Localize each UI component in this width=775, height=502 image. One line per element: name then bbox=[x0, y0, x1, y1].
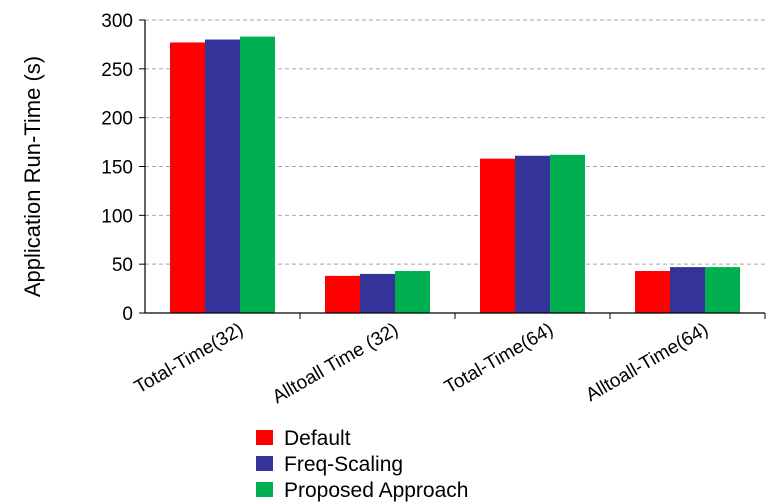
bar-proposed-approach-3 bbox=[705, 267, 740, 313]
y-tick-label-150: 150 bbox=[101, 158, 133, 179]
y-tick-label-100: 100 bbox=[101, 206, 133, 227]
bar-proposed-approach-2 bbox=[550, 154, 585, 313]
legend-label-1: Freq-Scaling bbox=[284, 453, 403, 476]
y-axis-title: Application Run-Time (s) bbox=[20, 56, 45, 297]
legend-label-0: Default bbox=[284, 427, 351, 450]
y-tick-label-300: 300 bbox=[101, 11, 133, 32]
legend-swatch-2 bbox=[256, 482, 273, 497]
bar-default-1 bbox=[325, 275, 360, 313]
x-tick-label-2: Total-Time(64) bbox=[441, 319, 557, 398]
bar-default-2 bbox=[480, 158, 515, 313]
legend-swatch-1 bbox=[256, 456, 273, 471]
bar-default-3 bbox=[635, 271, 670, 313]
legend: Default Freq-Scaling Proposed Approach bbox=[256, 427, 468, 502]
bar-freq-scaling-0 bbox=[205, 39, 240, 314]
x-tick-label-3: Alltoall-Time(64) bbox=[582, 319, 712, 406]
bar-freq-scaling-1 bbox=[360, 273, 395, 313]
x-tick-label-0: Total-Time(32) bbox=[131, 319, 247, 398]
bar-freq-scaling-2 bbox=[515, 155, 550, 313]
bars bbox=[170, 36, 740, 314]
legend-label-2: Proposed Approach bbox=[284, 479, 468, 502]
y-tick-label-50: 50 bbox=[112, 255, 133, 276]
y-tick-label-250: 250 bbox=[101, 60, 133, 81]
y-tick-label-0: 0 bbox=[122, 304, 133, 325]
y-tick-label-200: 200 bbox=[101, 109, 133, 130]
x-tick-label-1: Alltoall Time (32) bbox=[269, 319, 402, 408]
bar-proposed-approach-0 bbox=[240, 36, 275, 313]
bar-proposed-approach-1 bbox=[395, 271, 430, 313]
bar-default-0 bbox=[170, 42, 205, 314]
bar-freq-scaling-3 bbox=[670, 267, 705, 313]
legend-swatch-0 bbox=[256, 430, 273, 445]
gridlines bbox=[145, 19, 765, 265]
